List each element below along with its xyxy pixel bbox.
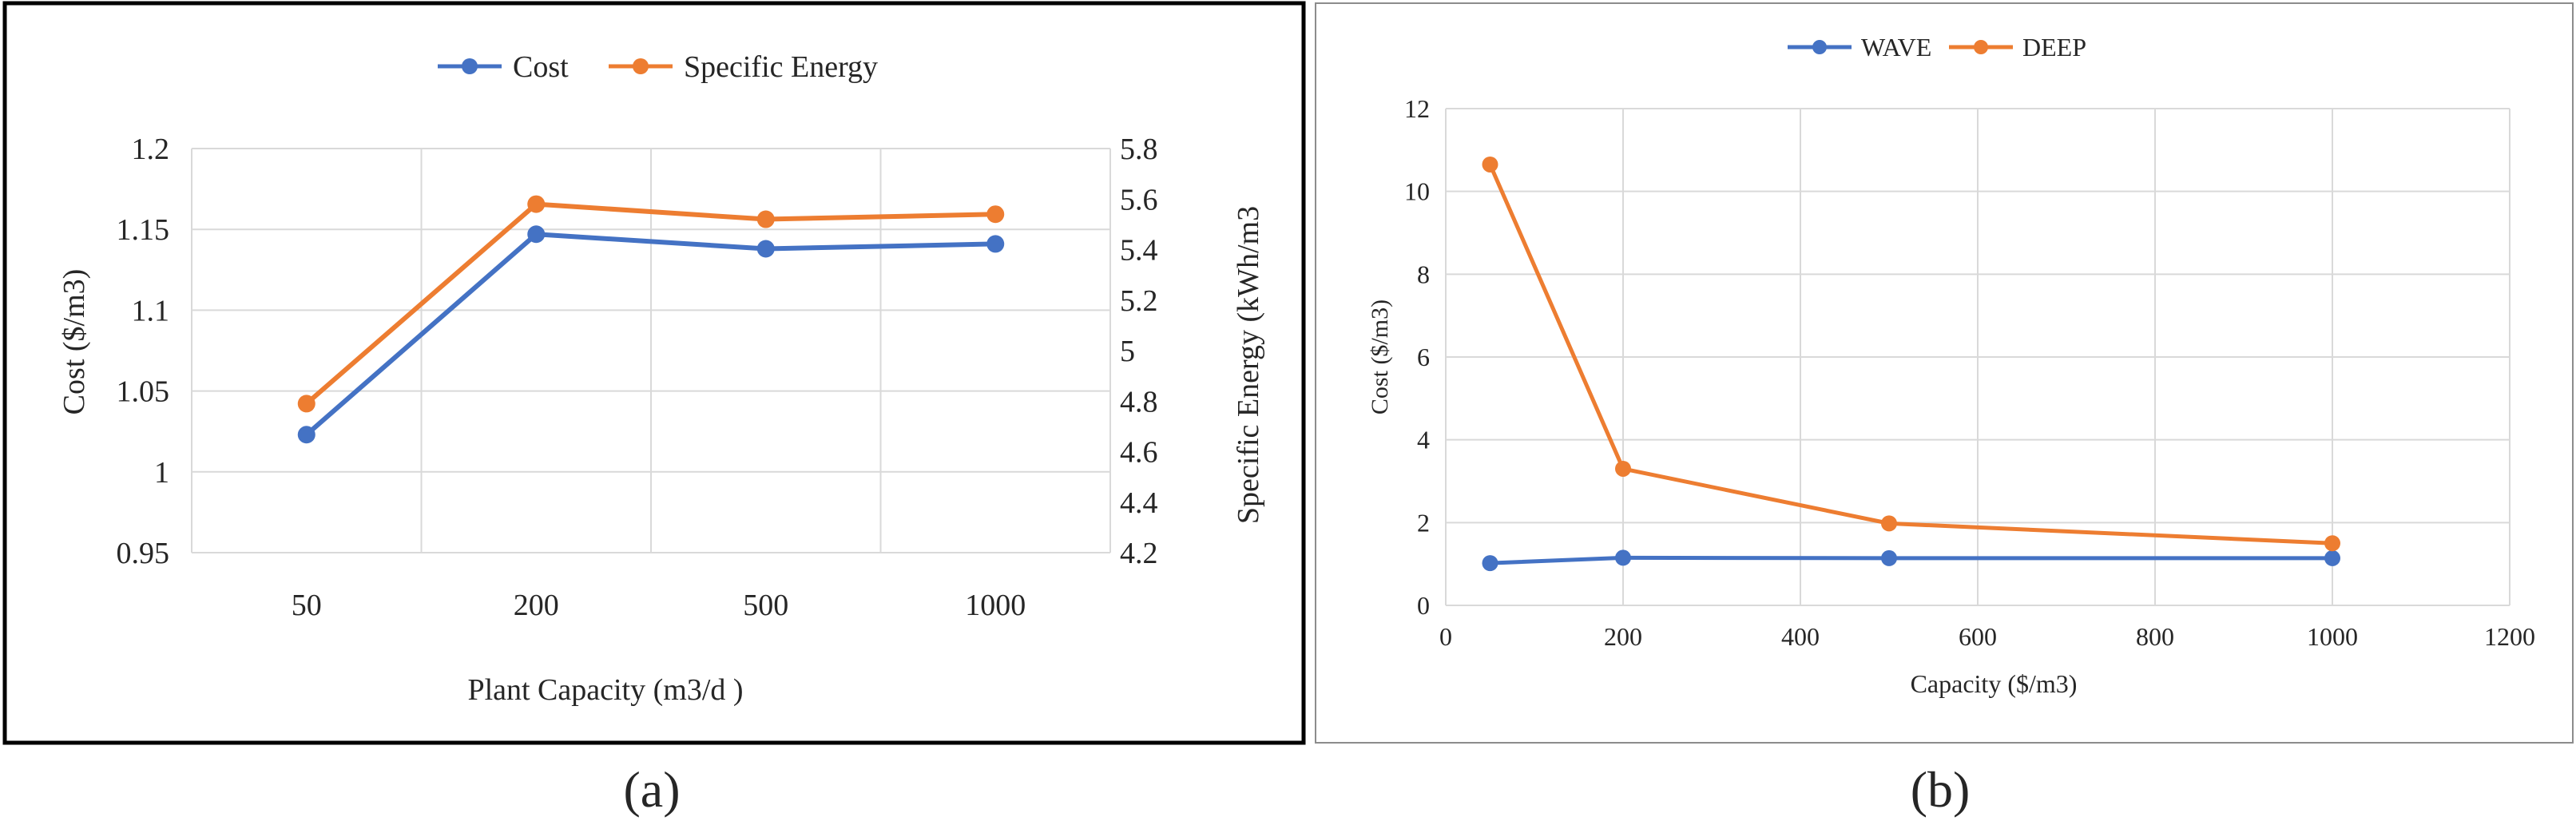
y-tick-label: 10 <box>1404 177 1430 206</box>
x-tick-label: 200 <box>1604 622 1642 651</box>
data-point-wave <box>2324 549 2340 566</box>
series-line-specific-energy <box>304 201 996 406</box>
legend-wave-marker <box>1812 40 1827 54</box>
data-point-specific-energy <box>756 210 775 228</box>
legend-cost-marker <box>462 58 478 74</box>
data-point-deep <box>1615 460 1631 477</box>
data-point-specific-energy <box>527 195 546 213</box>
series-line-deep <box>1488 163 2333 545</box>
data-point-wave <box>1881 549 1897 566</box>
y-tick-label: 1.2 <box>132 133 170 166</box>
legend-wave-label: WAVE <box>1861 33 1931 61</box>
y2-tick-label: 4.6 <box>1120 436 1158 470</box>
panel-a-y2-axis-title: Specific Energy (kWh/m3 <box>1232 206 1265 524</box>
data-point-specific-energy <box>986 205 1005 224</box>
legend-specific-energy-marker <box>633 58 649 74</box>
y2-tick-label: 5.2 <box>1120 284 1158 318</box>
legend-cost-label: Cost <box>513 50 569 84</box>
y-tick-label: 1.05 <box>117 375 170 409</box>
x-tick-label: 400 <box>1781 622 1820 651</box>
series-line-wave <box>1490 555 2332 565</box>
panel-b-label: (b) <box>1911 761 1971 818</box>
y2-tick-label: 4.2 <box>1120 537 1158 570</box>
x-tick-label: 50 <box>292 589 322 622</box>
y2-tick-label: 5.4 <box>1120 234 1158 268</box>
legend-deep-marker <box>1974 40 1988 54</box>
panel-b-legend: WAVE DEEP <box>1788 33 2086 61</box>
panel-b-x-axis-title: Capacity ($/m3) <box>1911 669 2078 698</box>
y-tick-label: 12 <box>1404 94 1430 123</box>
x-tick-label: 500 <box>743 589 788 622</box>
y2-tick-label: 5.6 <box>1120 183 1158 216</box>
data-point-wave <box>1482 555 1498 572</box>
data-point-deep <box>1881 515 1897 532</box>
panel-a-frame <box>2 1 1306 745</box>
series-line-cost <box>304 232 996 437</box>
y2-tick-label: 4.4 <box>1120 486 1158 520</box>
panel-a-label: (a) <box>623 761 680 818</box>
data-point-cost <box>297 426 316 444</box>
x-tick-label: 1000 <box>965 589 1026 622</box>
x-tick-label: 800 <box>2136 622 2174 651</box>
panel-a-legend: Cost Specific Energy <box>438 50 878 84</box>
panel-b: 0 2 4 6 8 10 12 0 200 400 600 800 1000 1200 WAVE DEEP… <box>1315 2 2574 744</box>
data-point-specific-energy <box>297 395 316 413</box>
panel-a-x-axis-title: Plant Capacity (m3/d ) <box>467 673 743 707</box>
x-tick-label: 1200 <box>2484 622 2535 651</box>
x-tick-label: 0 <box>1439 622 1452 651</box>
y-tick-label: 2 <box>1417 508 1430 537</box>
panel-a: 0.95 1 1.05 1.1 1.15 1.2 4.2 4.4 4.6 4.8 5 5.2 5.4 5.… <box>2 1 1306 745</box>
data-point-deep <box>2324 535 2340 552</box>
panel-b-tick-labels: 0 2 4 6 8 10 12 0 200 400 600 800 1000 1200 <box>1404 94 2535 651</box>
data-point-wave <box>1615 549 1631 566</box>
panel-a-tick-labels: 0.95 1 1.05 1.1 1.15 1.2 4.2 4.4 4.6 4.8 5 5.2 5.4 5.… <box>117 133 1158 622</box>
y-tick-label: 0.95 <box>117 537 170 570</box>
panel-a-y-axis-title: Cost ($/m3) <box>58 269 91 415</box>
panel-b-y-axis-title: Cost ($/m3) <box>1367 299 1393 414</box>
y2-tick-label: 5 <box>1120 335 1135 368</box>
y2-tick-label: 5.8 <box>1120 133 1158 166</box>
panel-a-series <box>297 195 1005 444</box>
panel-b-gridlines <box>1445 108 2511 606</box>
x-tick-label: 1000 <box>2307 622 2358 651</box>
y2-tick-label: 4.8 <box>1120 385 1158 418</box>
data-point-deep <box>1482 156 1498 173</box>
panel-b-series <box>1482 156 2340 572</box>
legend-specific-energy-label: Specific Energy <box>684 50 878 84</box>
data-point-cost <box>986 235 1005 253</box>
data-point-cost <box>756 240 775 258</box>
y-tick-label: 4 <box>1417 426 1430 454</box>
y-tick-label: 6 <box>1417 343 1430 371</box>
x-tick-label: 200 <box>514 589 559 622</box>
panel-b-frame <box>1315 2 2574 744</box>
y-tick-label: 1.15 <box>117 213 170 247</box>
y-tick-label: 0 <box>1417 591 1430 620</box>
panel-a-gridlines <box>191 148 1111 553</box>
legend-deep-label: DEEP <box>2022 33 2086 61</box>
data-point-cost <box>527 225 546 244</box>
y-tick-label: 8 <box>1417 260 1430 288</box>
x-tick-label: 600 <box>1959 622 1997 651</box>
y-tick-label: 1.1 <box>132 294 170 327</box>
y-tick-label: 1 <box>154 456 169 490</box>
